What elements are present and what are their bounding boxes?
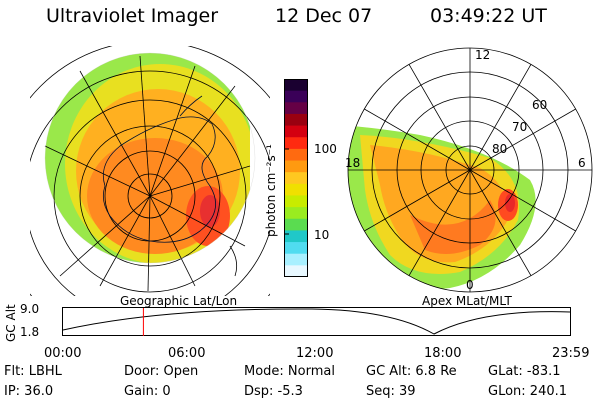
- altitude-timeline: [62, 307, 571, 336]
- apex-grid: [347, 47, 593, 293]
- mlt-label-midnight: 0: [466, 278, 474, 292]
- color-bar-segment: [284, 79, 308, 92]
- date-label: 12 Dec 07: [275, 5, 373, 27]
- mlat-label-70: 70: [512, 120, 528, 134]
- color-bar: [284, 79, 308, 277]
- color-bar-segment: [284, 207, 308, 220]
- color-bar-segment: [284, 242, 308, 255]
- mlt-label-noon: 12: [475, 48, 491, 62]
- color-bar-segment: [284, 183, 308, 197]
- apex-caption: Apex MLat/MLT: [422, 294, 512, 308]
- mlat-label-80: 80: [492, 142, 508, 156]
- time-tick-2359: 23:59: [552, 346, 590, 361]
- apex-polar-map: [347, 47, 593, 293]
- geographic-caption: Geographic Lat/Lon: [120, 294, 238, 308]
- color-bar-segment: [284, 160, 308, 173]
- time-tick-0600: 06:00: [168, 346, 206, 361]
- color-bar-segment: [284, 265, 308, 277]
- time-tick-1200: 12:00: [296, 346, 334, 361]
- color-bar-segment: [284, 125, 308, 138]
- geographic-map: [30, 46, 270, 296]
- geo-peninsula: [179, 95, 203, 117]
- color-bar-low-label: 10: [314, 228, 330, 242]
- timeline-frame: [62, 307, 571, 336]
- geo-graticule: [30, 46, 270, 296]
- color-bar-segment: [284, 218, 308, 232]
- color-bar-segment: [284, 137, 308, 150]
- geo-view-edge: [44, 52, 256, 264]
- color-bar-frame: [284, 79, 308, 277]
- color-bar-segment: [284, 102, 308, 115]
- color-bar-high-label: 100: [314, 142, 337, 156]
- geo-coast-fragment: [229, 245, 238, 277]
- color-bar-unit-label: photon cm⁻²s⁻¹: [264, 144, 278, 237]
- color-bar-segment: [284, 172, 308, 185]
- glon-status: GLon: 240.1: [488, 384, 568, 399]
- color-bar-segment: [284, 90, 308, 103]
- timeline-ymin: 1.8: [20, 325, 40, 339]
- color-bar-segment: [284, 148, 308, 162]
- gain-status: Gain: 0: [124, 384, 171, 399]
- door-status: Door: Open: [124, 364, 199, 379]
- geo-peak-zone: [200, 195, 220, 227]
- gc-alt-status: GC Alt: 6.8 Re: [366, 364, 457, 379]
- mlt-label-dawn: 6: [578, 156, 586, 170]
- dsp-status: Dsp: -5.3: [244, 384, 303, 399]
- altitude-curve: [62, 308, 571, 335]
- mlat-label-60: 60: [532, 98, 548, 112]
- timeline-ymax: 9.0: [20, 302, 40, 316]
- filter-status: Flt: LBHL: [4, 364, 62, 379]
- seq-status: Seq: 39: [366, 384, 416, 399]
- color-bar-segment: [284, 113, 308, 127]
- mode-status: Mode: Normal: [244, 364, 335, 379]
- glat-status: GLat: -83.1: [488, 364, 561, 379]
- geo-coastline: [102, 116, 217, 243]
- color-bar-segment: [284, 253, 308, 266]
- instrument-title: Ultraviolet Imager: [46, 5, 219, 27]
- color-bar-segment: [284, 195, 308, 208]
- time-label: 03:49:22 UT: [430, 5, 547, 27]
- time-tick-0000: 00:00: [44, 346, 82, 361]
- mlt-label-dusk: 18: [345, 156, 361, 170]
- time-tick-1800: 18:00: [424, 346, 462, 361]
- timeline-y-axis-label: GC Alt: [4, 304, 18, 342]
- ip-status: IP: 36.0: [4, 384, 54, 399]
- color-bar-segment: [284, 230, 308, 243]
